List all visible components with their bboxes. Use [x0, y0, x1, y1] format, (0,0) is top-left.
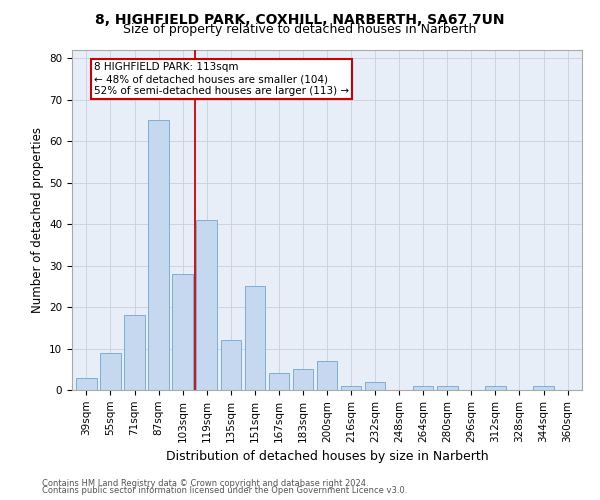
Bar [413, 386, 433, 390]
Bar [437, 386, 458, 390]
Text: 8 HIGHFIELD PARK: 113sqm
← 48% of detached houses are smaller (104)
52% of semi-: 8 HIGHFIELD PARK: 113sqm ← 48% of detach… [94, 62, 349, 96]
Bar [317, 361, 337, 390]
Text: Size of property relative to detached houses in Narberth: Size of property relative to detached ho… [124, 22, 476, 36]
Bar [100, 352, 121, 390]
Bar [221, 340, 241, 390]
Bar [124, 316, 145, 390]
Text: 8, HIGHFIELD PARK, COXHILL, NARBERTH, SA67 7UN: 8, HIGHFIELD PARK, COXHILL, NARBERTH, SA… [95, 12, 505, 26]
Bar [293, 370, 313, 390]
Bar [341, 386, 361, 390]
Y-axis label: Number of detached properties: Number of detached properties [31, 127, 44, 313]
Bar [172, 274, 193, 390]
Bar [196, 220, 217, 390]
Bar [245, 286, 265, 390]
Bar [148, 120, 169, 390]
Bar [533, 386, 554, 390]
Text: Contains public sector information licensed under the Open Government Licence v3: Contains public sector information licen… [42, 486, 407, 495]
Bar [485, 386, 506, 390]
Bar [269, 374, 289, 390]
Text: Contains HM Land Registry data © Crown copyright and database right 2024.: Contains HM Land Registry data © Crown c… [42, 478, 368, 488]
Bar [365, 382, 385, 390]
X-axis label: Distribution of detached houses by size in Narberth: Distribution of detached houses by size … [166, 450, 488, 463]
Bar [76, 378, 97, 390]
